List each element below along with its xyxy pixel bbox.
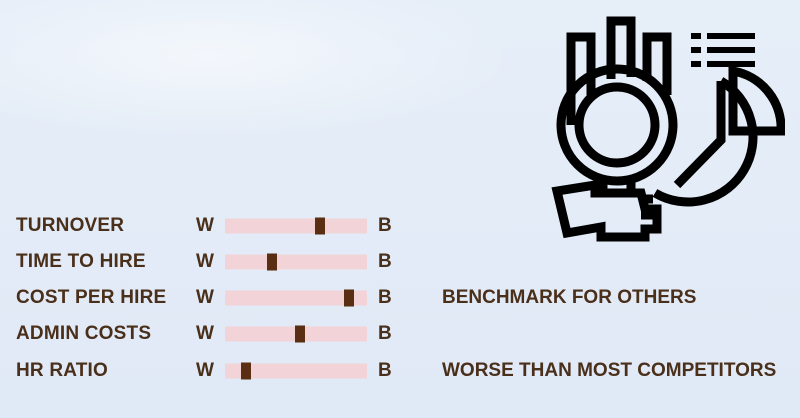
worst-label: W — [196, 323, 214, 344]
benchmark-track — [225, 253, 367, 271]
benchmark-track — [225, 217, 367, 235]
benchmark-marker — [241, 362, 252, 380]
bar-icon-3 — [642, 32, 672, 95]
metric-label: TURNOVER — [16, 215, 125, 236]
bar-icon-2 — [606, 16, 636, 79]
bar-icon-1 — [566, 32, 596, 125]
benchmark-track — [225, 362, 367, 380]
magnifier-chart-analysis-icon — [551, 16, 785, 242]
metric-label: COST PER HIRE — [16, 287, 167, 308]
benchmark-track — [225, 325, 367, 343]
benchmark-marker — [266, 253, 277, 271]
benchmark-row-time-to-hire: TIME TO HIRE W B — [0, 247, 800, 277]
best-label: B — [378, 287, 392, 308]
best-label: B — [378, 323, 392, 344]
best-label: B — [378, 360, 392, 381]
benchmark-note: BENCHMARK FOR OTHERS — [442, 287, 697, 308]
benchmark-row-turnover: TURNOVER W B — [0, 211, 800, 241]
background-glow — [0, 0, 520, 140]
worst-label: W — [196, 215, 214, 236]
benchmark-track — [225, 289, 367, 307]
list-icon — [691, 33, 755, 67]
pie-chart-icon — [652, 77, 758, 207]
best-label: B — [378, 251, 392, 272]
best-label: B — [378, 215, 392, 236]
worst-label: W — [196, 360, 214, 381]
worst-label: W — [196, 287, 214, 308]
pie-slice-icon — [728, 65, 785, 136]
benchmark-marker — [315, 217, 326, 235]
benchmark-row-admin-costs: ADMIN COSTS W B — [0, 319, 800, 349]
worst-label: W — [196, 251, 214, 272]
metric-label: TIME TO HIRE — [16, 251, 146, 272]
benchmark-marker — [343, 289, 354, 307]
benchmark-note: WORSE THAN MOST COMPETITORS — [442, 360, 777, 381]
benchmark-row-cost-per-hire: COST PER HIRE W B BENCHMARK FOR OTHERS — [0, 283, 800, 313]
metric-label: ADMIN COSTS — [16, 323, 152, 344]
lens-outer-icon — [556, 64, 678, 186]
metric-label: HR RATIO — [16, 360, 109, 381]
benchmark-marker — [295, 325, 306, 343]
benchmark-row-hr-ratio: HR RATIO W B WORSE THAN MOST COMPETITORS — [0, 356, 800, 386]
lens-inner-icon — [574, 82, 660, 168]
